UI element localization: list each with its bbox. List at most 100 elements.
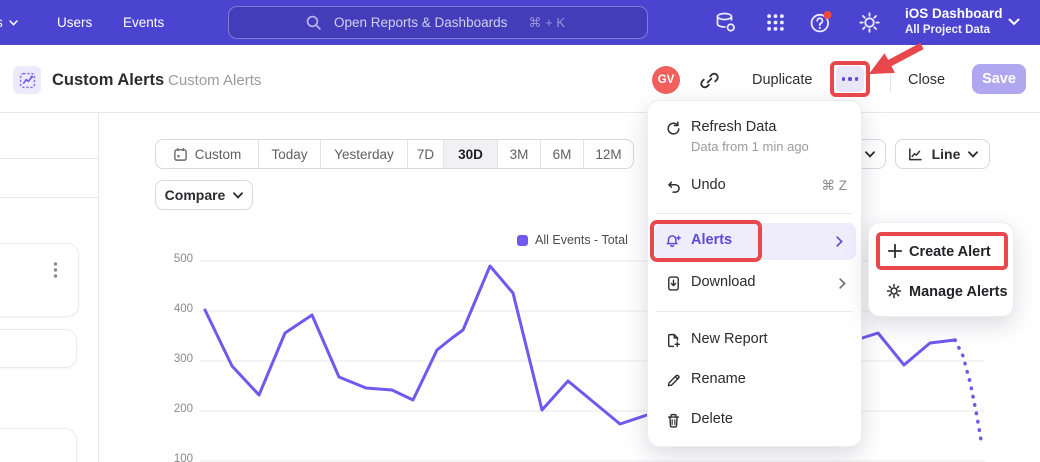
refresh-icon xyxy=(667,121,680,135)
apps-grid-icon[interactable] xyxy=(762,9,788,35)
submenu-item-label: Manage Alerts xyxy=(909,284,1008,300)
list-item[interactable] xyxy=(0,243,79,317)
help-icon[interactable] xyxy=(808,9,834,35)
top-navigation: s Users Events Open Reports & Dashboards… xyxy=(0,0,1040,45)
close-button[interactable]: Close xyxy=(908,72,946,88)
y-axis-tick: 400 xyxy=(173,303,193,315)
menu-item-label: Refresh Data xyxy=(691,119,777,135)
download-icon xyxy=(668,276,679,291)
menu-item-label: Alerts xyxy=(691,232,733,248)
nav-item-label: s xyxy=(0,15,3,30)
chart-type-button[interactable]: Line xyxy=(895,139,990,169)
divider xyxy=(890,68,891,92)
chevron-down-icon xyxy=(9,19,18,26)
data-management-icon[interactable] xyxy=(712,9,738,35)
chevron-right-icon xyxy=(839,278,846,289)
panel-separator xyxy=(98,113,99,462)
gear-icon xyxy=(886,283,902,299)
menu-item-label: Rename xyxy=(691,371,746,387)
menu-item-alerts[interactable]: Alerts xyxy=(655,223,856,260)
date-range-30d[interactable]: 30D xyxy=(444,140,498,168)
compare-button[interactable]: Compare xyxy=(155,180,253,210)
date-range-selector: Custom Today Yesterday 7D 30D 3M 6M 12M xyxy=(155,139,634,169)
breadcrumb: Custom Alerts xyxy=(168,72,262,89)
more-options-button[interactable] xyxy=(836,66,864,92)
dashboard-name: iOS Dashboard xyxy=(905,6,1003,21)
date-range-6m[interactable]: 6M xyxy=(541,140,584,168)
left-panel-divider xyxy=(0,158,98,159)
date-range-label: 7D xyxy=(416,146,435,162)
date-range-label: Today xyxy=(271,146,308,162)
left-panel-divider xyxy=(0,197,98,198)
nav-item-events[interactable]: Events xyxy=(123,0,164,45)
kebab-menu-icon[interactable] xyxy=(53,261,58,279)
project-scope: All Project Data xyxy=(905,24,990,36)
menu-item-label: Delete xyxy=(691,411,733,427)
search-shortcut: ⌘ + K xyxy=(528,14,566,30)
legend-label: All Events - Total xyxy=(535,233,628,247)
date-range-label: 3M xyxy=(509,146,529,162)
report-header: Custom Alerts Custom Alerts GV Duplicate… xyxy=(0,45,1040,113)
y-axis-tick: 100 xyxy=(173,453,193,462)
date-range-3m[interactable]: 3M xyxy=(498,140,541,168)
menu-item-label: Undo xyxy=(691,177,726,193)
date-range-7d[interactable]: 7D xyxy=(408,140,444,168)
compare-label: Compare xyxy=(164,187,226,203)
y-axis-tick: 200 xyxy=(173,403,193,415)
list-item[interactable] xyxy=(0,329,77,368)
chevron-down-icon xyxy=(968,150,979,158)
duplicate-button[interactable]: Duplicate xyxy=(752,72,813,88)
project-selector[interactable]: iOS Dashboard All Project Data xyxy=(905,5,1003,38)
save-button[interactable]: Save xyxy=(972,64,1026,94)
settings-icon[interactable] xyxy=(856,9,882,35)
menu-item-shortcut: ⌘ Z xyxy=(821,178,848,193)
legend-swatch xyxy=(517,234,528,246)
search-input[interactable]: Open Reports & Dashboards ⌘ + K xyxy=(228,6,648,39)
link-icon xyxy=(699,72,719,88)
y-axis-tick: 500 xyxy=(173,253,193,265)
rename-icon xyxy=(667,374,680,387)
legend-item[interactable]: All Events - Total xyxy=(517,233,628,247)
alerts-submenu: Create Alert Manage Alerts xyxy=(868,222,1014,317)
insights-chart-icon xyxy=(19,72,35,88)
y-axis-tick: 300 xyxy=(173,353,193,365)
search-placeholder: Open Reports & Dashboards xyxy=(334,15,508,30)
date-range-label: Yesterday xyxy=(334,146,394,162)
chevron-down-icon[interactable] xyxy=(1008,18,1020,26)
copy-link-button[interactable] xyxy=(698,69,720,91)
nav-overflow-item[interactable]: s xyxy=(0,0,18,45)
menu-item-label: New Report xyxy=(691,331,768,347)
notification-badge xyxy=(823,10,832,19)
avatar[interactable]: GV xyxy=(652,66,680,94)
date-range-label: 30D xyxy=(458,146,483,162)
menu-divider xyxy=(656,213,853,214)
chevron-down-icon xyxy=(233,191,244,199)
alert-bell-icon xyxy=(666,235,682,248)
new-report-icon xyxy=(667,333,681,348)
date-range-label: 12M xyxy=(595,146,622,162)
chevron-down-icon xyxy=(865,150,875,158)
calendar-icon xyxy=(173,147,187,161)
nav-item-users[interactable]: Users xyxy=(57,0,92,45)
date-range-today[interactable]: Today xyxy=(259,140,321,168)
submenu-item-label: Create Alert xyxy=(909,244,991,260)
nav-item-label: Users xyxy=(57,15,93,30)
date-range-custom[interactable]: Custom xyxy=(156,140,259,168)
date-range-12m[interactable]: 12M xyxy=(584,140,633,168)
menu-item-sublabel: Data from 1 min ago xyxy=(691,139,809,154)
date-range-label: 6M xyxy=(552,146,572,162)
chevron-right-icon xyxy=(836,236,843,247)
delete-icon xyxy=(667,413,680,428)
menu-item-label: Download xyxy=(691,274,756,290)
undo-icon xyxy=(668,181,680,193)
menu-divider xyxy=(656,311,853,312)
date-range-yesterday[interactable]: Yesterday xyxy=(321,140,408,168)
page-title: Custom Alerts xyxy=(52,71,165,89)
list-item[interactable] xyxy=(0,428,77,462)
nav-item-label: Events xyxy=(123,15,165,30)
report-type-icon xyxy=(13,66,41,94)
date-range-label: Custom xyxy=(194,146,242,162)
chart-type-label: Line xyxy=(931,146,961,162)
search-icon xyxy=(306,15,321,30)
